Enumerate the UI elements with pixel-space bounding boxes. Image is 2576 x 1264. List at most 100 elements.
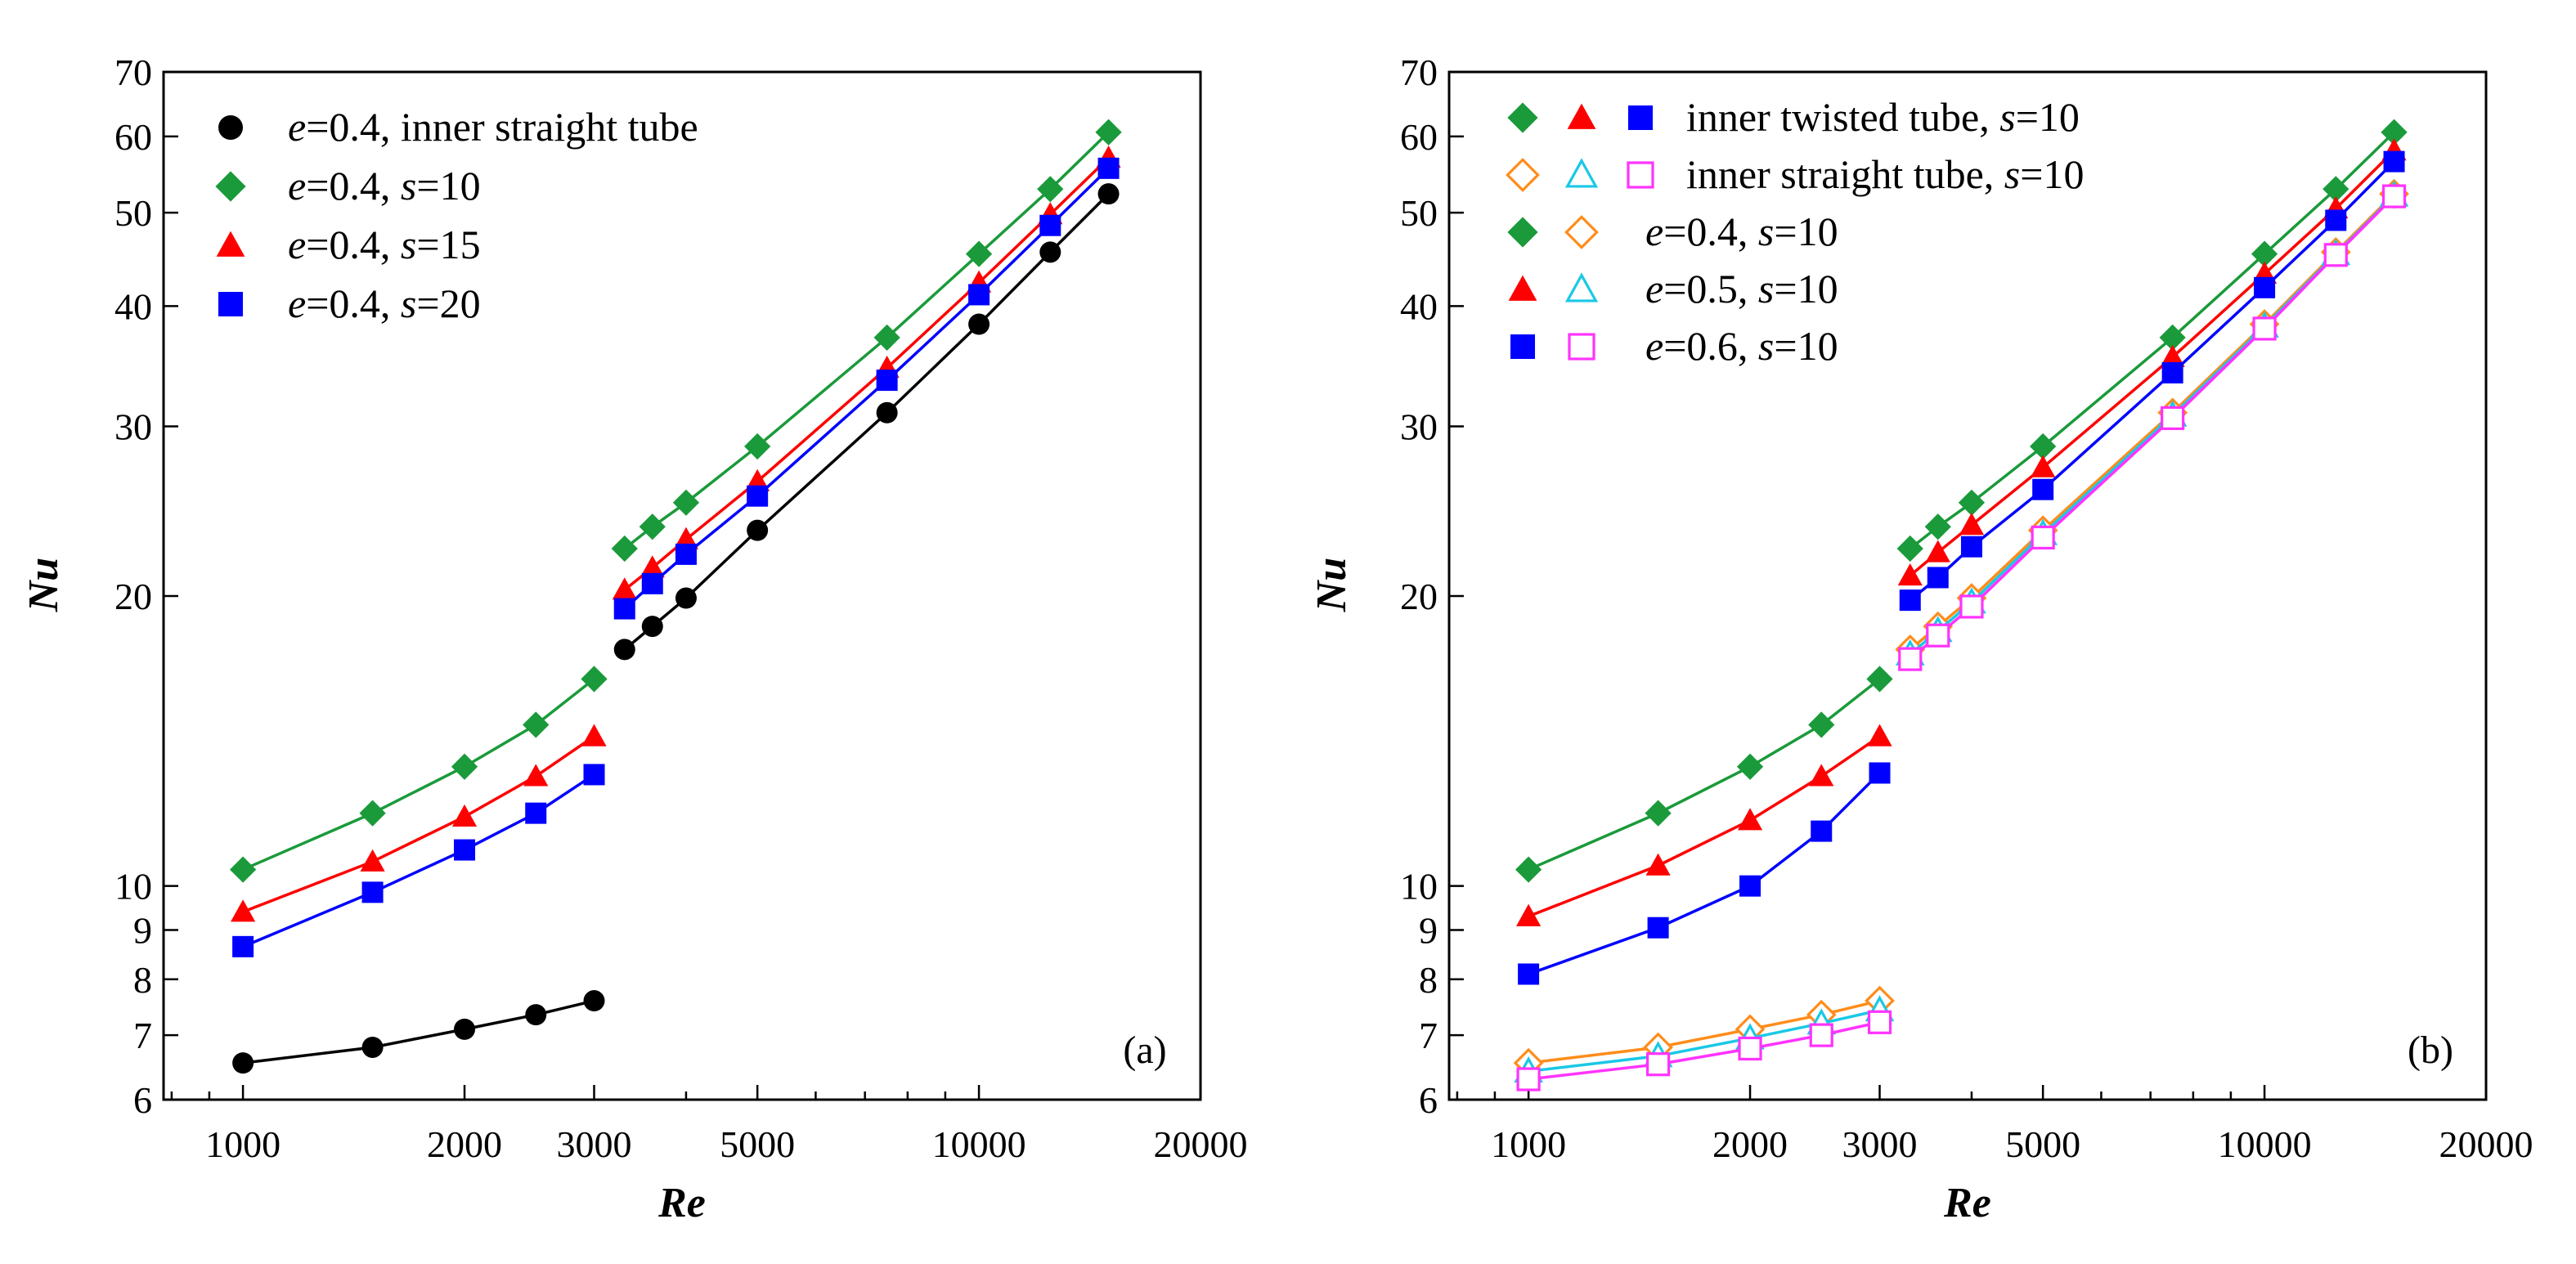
x-tick-label: 1000 [205, 1123, 280, 1165]
data-point [523, 764, 549, 787]
data-point [2322, 176, 2349, 203]
data-point [1927, 567, 1949, 589]
data-point [1095, 119, 1122, 146]
legend-marker [1627, 161, 1654, 189]
data-point [1867, 724, 1892, 746]
data-point [361, 881, 384, 903]
data-point [1959, 594, 1984, 619]
data-point [361, 1036, 384, 1058]
legend-label: e=0.5, s=10 [1645, 266, 1838, 312]
panel-label: (a) [1123, 1029, 1166, 1072]
x-tick-label: 20000 [1154, 1123, 1248, 1165]
y-tick-label: 50 [114, 192, 152, 234]
data-point [1924, 513, 1951, 540]
data-point [1808, 711, 1835, 738]
data-point [672, 489, 700, 516]
legend-marker [218, 115, 243, 140]
data-point [613, 639, 635, 661]
data-point [968, 284, 990, 306]
data-point [1516, 903, 1542, 926]
data-point [876, 370, 898, 392]
x-tick-label: 2000 [1712, 1123, 1788, 1165]
y-tick-label: 10 [114, 866, 152, 908]
y-tick-label: 60 [1400, 116, 1438, 158]
data-point [1958, 489, 1986, 516]
data-point [1866, 666, 1893, 693]
data-point [613, 598, 635, 620]
y-tick-label: 70 [1400, 52, 1438, 93]
legend-label: e=0.4, s=15 [288, 222, 481, 267]
data-point [675, 587, 697, 609]
series-line [623, 192, 1110, 651]
data-point [675, 543, 697, 565]
y-tick-label: 6 [133, 1079, 152, 1121]
data-point [229, 856, 257, 883]
legend-marker [215, 171, 246, 202]
data-point [1645, 1052, 1671, 1077]
data-point [359, 800, 386, 827]
y-tick-label: 30 [114, 406, 152, 448]
data-point [1037, 176, 1064, 203]
data-point [1738, 1036, 1762, 1061]
data-point [454, 839, 476, 861]
data-point [1645, 800, 1672, 827]
plot-frame [1447, 70, 2488, 1101]
data-point [454, 1018, 476, 1040]
legend-marker [1508, 275, 1537, 301]
y-tick-label: 70 [114, 52, 152, 93]
data-point [1647, 917, 1669, 939]
y-tick-label: 50 [1400, 192, 1438, 234]
legend-label: e=0.4, inner straight tube [288, 104, 698, 150]
data-point [611, 535, 638, 563]
data-point [1518, 963, 1540, 985]
y-tick-label: 40 [1400, 285, 1438, 327]
data-point [1737, 808, 1763, 831]
data-point [965, 240, 993, 267]
legend-marker [1564, 215, 1599, 249]
legend-label: e=0.4, s=10 [1645, 208, 1838, 254]
plot-frame [162, 70, 1202, 1101]
data-point [2161, 361, 2183, 383]
y-tick-label: 30 [1400, 406, 1438, 448]
data-point [1097, 157, 1120, 179]
data-point [2031, 455, 2056, 477]
panel-b: 1000 2000 3000 5000 10000 20000 6 7 8 910 20 30 40 50… [1308, 52, 2533, 1226]
series-line [242, 773, 595, 948]
y-tick-label: 7 [1419, 1015, 1438, 1056]
data-point [2323, 243, 2348, 267]
x-tick-label: 3000 [1842, 1123, 1918, 1165]
y-axis-title: Nu [1308, 558, 1355, 612]
data-point [231, 899, 256, 922]
data-point [525, 1004, 547, 1026]
y-tick-label: 20 [1400, 576, 1438, 617]
panel-a: 1000 2000 3000 5000 10000 20000 6 7 8 910 20 30 40 50… [20, 52, 1248, 1226]
x-tick-label: 20000 [2439, 1123, 2533, 1165]
legend-marker [1567, 103, 1596, 129]
data-point [1039, 241, 1061, 263]
data-point [2254, 276, 2276, 298]
series-line [1909, 192, 2395, 651]
series-black [232, 183, 1120, 1074]
data-point [1898, 647, 1923, 671]
data-point [1925, 540, 1950, 563]
data-point [2030, 433, 2057, 460]
data-point [1811, 820, 1833, 842]
data-point [612, 577, 637, 600]
x-tick-label: 2000 [427, 1123, 502, 1165]
data-point [2381, 184, 2407, 208]
series-line [1909, 194, 2395, 656]
data-point [2381, 119, 2408, 146]
data-point [747, 519, 769, 541]
y-tick-label: 10 [1400, 866, 1438, 908]
series-line [242, 735, 595, 913]
legend-marker [216, 231, 245, 257]
y-tick-label: 40 [114, 285, 152, 327]
data-point [1645, 853, 1671, 876]
data-point [1736, 753, 1764, 780]
x-tick-label: 5000 [2005, 1123, 2080, 1165]
data-point [451, 804, 478, 827]
data-point [968, 313, 990, 335]
series-twisted-e-0-6 [1518, 150, 2405, 985]
data-point [525, 802, 547, 824]
data-point [1097, 183, 1120, 205]
